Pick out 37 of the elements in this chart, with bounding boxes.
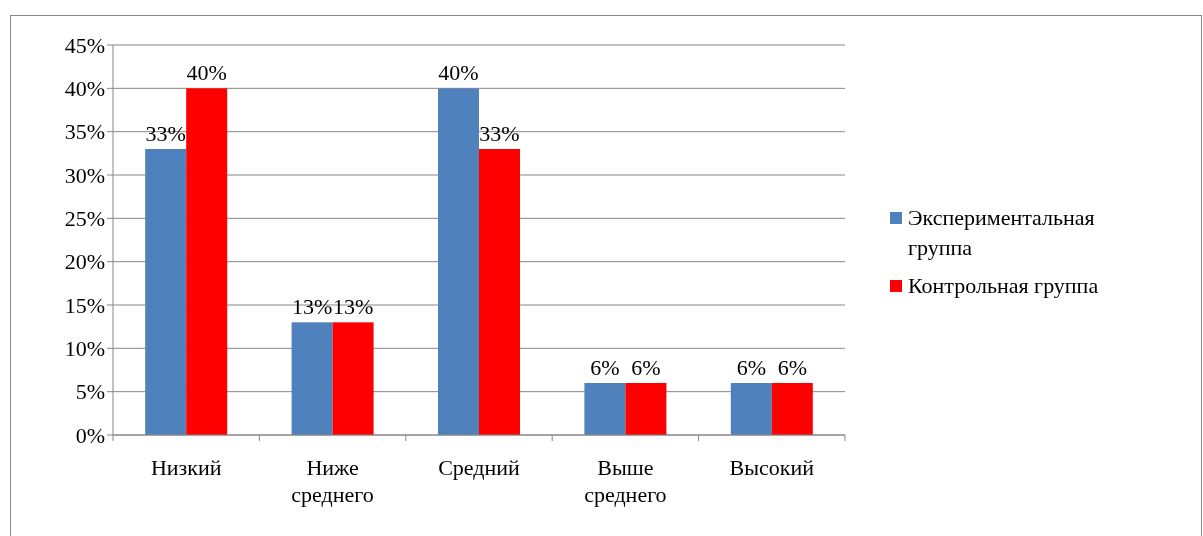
data-label: 6% — [590, 355, 620, 380]
bar — [186, 88, 228, 435]
data-label: 33% — [479, 121, 520, 146]
data-label: 6% — [736, 355, 766, 380]
bar — [438, 88, 479, 435]
x-tick-label: Выше среднего — [584, 455, 667, 507]
x-tick-label: Ниже среднего — [291, 455, 374, 507]
y-tick-label: 35% — [64, 119, 105, 145]
bar — [771, 383, 813, 435]
y-tick-label: 5% — [75, 379, 105, 405]
y-tick-label: 10% — [64, 336, 105, 362]
data-label: 6% — [777, 355, 807, 380]
data-label: 6% — [631, 355, 661, 380]
x-tick-label: Средний — [438, 455, 521, 480]
bar — [625, 383, 667, 435]
y-tick-label: 20% — [64, 249, 105, 275]
bar — [479, 149, 520, 435]
y-tick-label: 25% — [64, 206, 105, 232]
bar — [730, 383, 772, 435]
bar — [291, 322, 333, 435]
y-tick-label: 15% — [64, 292, 105, 318]
legend-label: Контрольная группа — [908, 273, 1099, 298]
x-tick-label: Высокий — [729, 455, 815, 480]
bar — [332, 322, 374, 435]
bar — [584, 383, 626, 435]
data-label: 40% — [438, 60, 479, 86]
y-tick-label: 30% — [64, 162, 105, 188]
x-tick-label: Низкий — [150, 455, 222, 480]
data-label: 40% — [186, 60, 227, 86]
bar — [145, 149, 187, 435]
y-tick-label: 0% — [75, 422, 105, 448]
data-label: 33% — [145, 121, 186, 146]
legend-label: Экспериментальная группа — [908, 205, 1095, 260]
data-label: 13% — [332, 294, 374, 320]
y-tick-label: 40% — [64, 76, 105, 102]
y-tick-label: 45% — [64, 32, 105, 58]
data-label: 13% — [291, 294, 333, 320]
